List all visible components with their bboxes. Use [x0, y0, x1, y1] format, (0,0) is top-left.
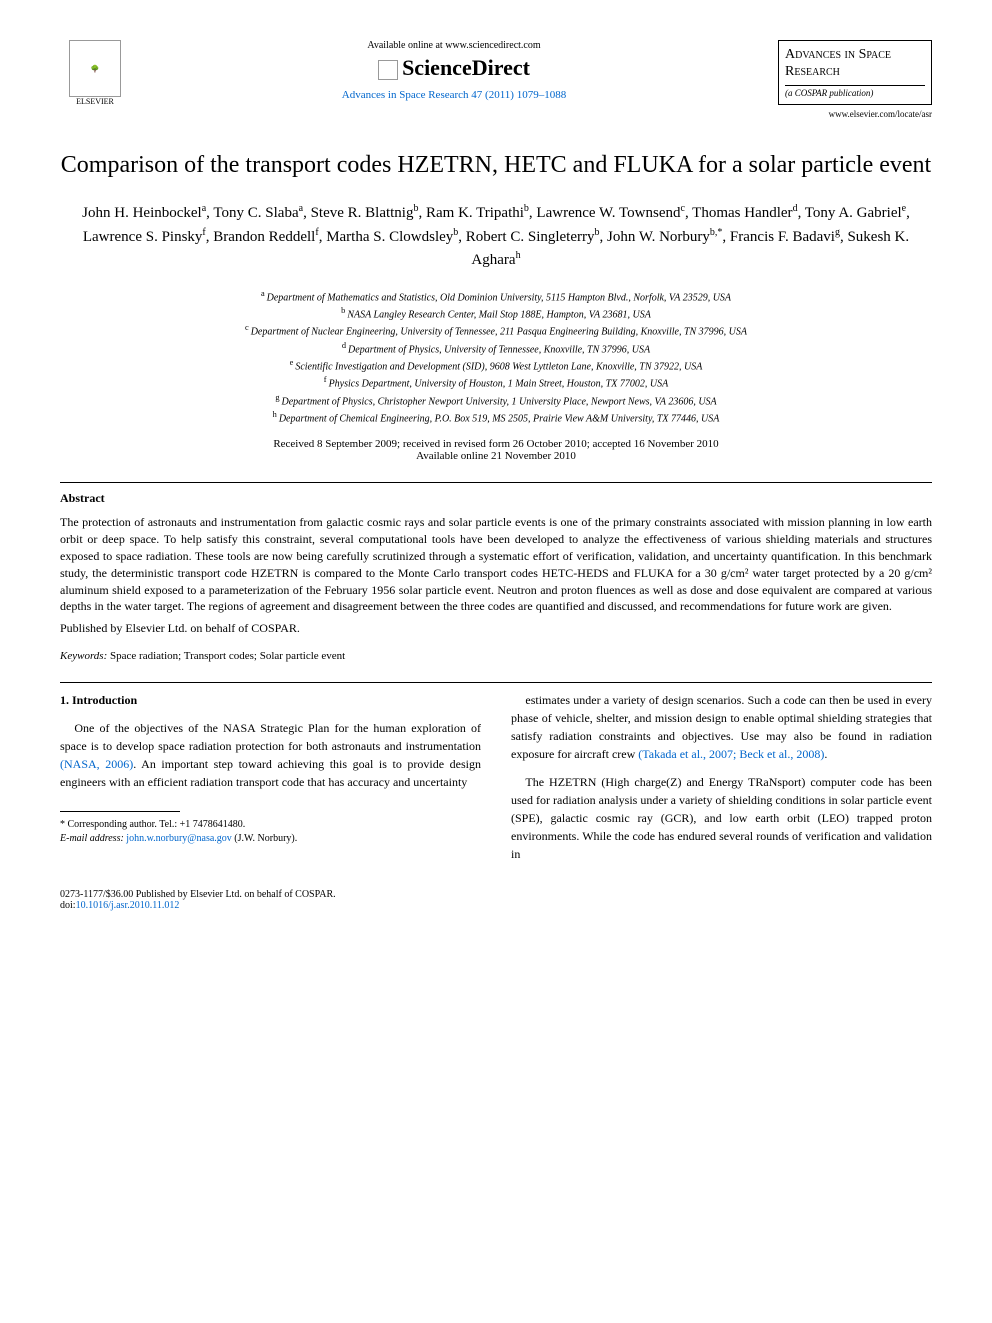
header: 🌳 ELSEVIER Available online at www.scien… — [60, 40, 932, 120]
email-suffix: (J.W. Norbury). — [232, 833, 297, 844]
abstract-text: The protection of astronauts and instrum… — [60, 514, 932, 615]
journal-box-wrapper: Advances in Space Research (a COSPAR pub… — [778, 40, 932, 119]
received-date: Received 8 September 2009; received in r… — [60, 438, 932, 450]
citation-link[interactable]: (Takada et al., 2007; Beck et al., 2008) — [638, 747, 824, 761]
citation-link[interactable]: (NASA, 2006) — [60, 757, 133, 771]
cospar-text: (a COSPAR publication) — [785, 85, 925, 98]
sciencedirect-logo: ScienceDirect — [130, 55, 778, 81]
abstract-heading: Abstract — [60, 491, 932, 506]
elsevier-text: ELSEVIER — [76, 97, 114, 106]
keywords: Keywords: Space radiation; Transport cod… — [60, 650, 932, 662]
doi-link[interactable]: 10.1016/j.asr.2010.11.012 — [76, 900, 180, 911]
copyright-text: 0273-1177/$36.00 Published by Elsevier L… — [60, 889, 932, 900]
corresponding-author-footnote: * Corresponding author. Tel.: +1 7478641… — [60, 818, 481, 846]
corresponding-tel: * Corresponding author. Tel.: +1 7478641… — [60, 818, 481, 832]
divider — [60, 682, 932, 683]
keywords-text: Space radiation; Transport codes; Solar … — [107, 650, 345, 662]
journal-reference[interactable]: Advances in Space Research 47 (2011) 107… — [130, 89, 778, 101]
keywords-label: Keywords: — [60, 650, 107, 662]
center-header: Available online at www.sciencedirect.co… — [130, 40, 778, 101]
email-link[interactable]: john.w.norbury@nasa.gov — [126, 833, 232, 844]
article-title: Comparison of the transport codes HZETRN… — [60, 150, 932, 181]
available-date: Available online 21 November 2010 — [60, 450, 932, 462]
body-columns: 1. Introduction One of the objectives of… — [60, 691, 932, 873]
intro-paragraph: The HZETRN (High charge(Z) and Energy TR… — [511, 773, 932, 863]
right-column: estimates under a variety of design scen… — [511, 691, 932, 873]
dates: Received 8 September 2009; received in r… — [60, 438, 932, 462]
bottom-info: 0273-1177/$36.00 Published by Elsevier L… — [60, 889, 932, 911]
authors-list: John H. Heinbockela, Tony C. Slabaa, Ste… — [60, 201, 932, 272]
divider — [60, 482, 932, 483]
locate-url[interactable]: www.elsevier.com/locate/asr — [778, 109, 932, 119]
corresponding-email-line: E-mail address: john.w.norbury@nasa.gov … — [60, 832, 481, 846]
journal-box: Advances in Space Research (a COSPAR pub… — [778, 40, 932, 105]
intro-paragraph: One of the objectives of the NASA Strate… — [60, 719, 481, 791]
affiliations-list: aDepartment of Mathematics and Statistic… — [60, 288, 932, 427]
elsevier-tree-icon: 🌳 — [69, 40, 121, 97]
published-text: Published by Elsevier Ltd. on behalf of … — [60, 621, 932, 636]
left-column: 1. Introduction One of the objectives of… — [60, 691, 481, 873]
sciencedirect-text: ScienceDirect — [402, 55, 530, 80]
intro-paragraph: estimates under a variety of design scen… — [511, 691, 932, 763]
email-label: E-mail address: — [60, 833, 126, 844]
section-heading: 1. Introduction — [60, 691, 481, 709]
available-online-text: Available online at www.sciencedirect.co… — [130, 40, 778, 51]
journal-box-title: Advances in Space Research — [785, 47, 925, 81]
elsevier-logo: 🌳 ELSEVIER — [60, 40, 130, 120]
sciencedirect-icon — [378, 60, 398, 80]
doi-line: doi:10.1016/j.asr.2010.11.012 — [60, 900, 932, 911]
footnote-separator — [60, 811, 180, 812]
